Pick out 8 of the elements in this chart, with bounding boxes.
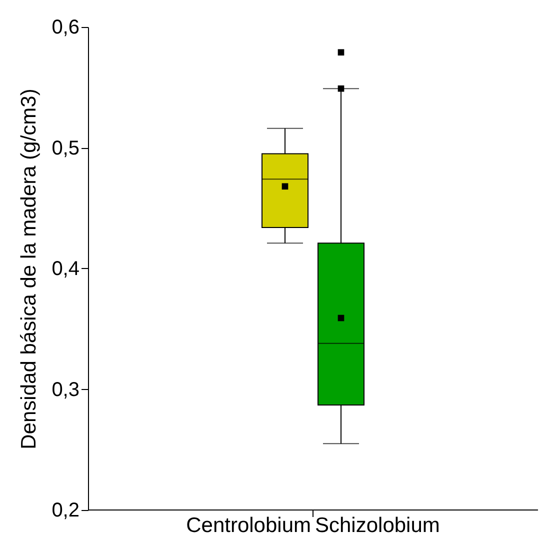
x-tick-label: Centrolobium (186, 514, 311, 537)
y-tick-label: 0,3 (52, 378, 80, 401)
x-tick-label: Schizolobium (315, 514, 440, 537)
y-axis-title: Densidad básica de la madera (g/cm3) (18, 88, 41, 450)
y-tick-label: 0,5 (52, 137, 80, 160)
y-tick-label: 0,6 (52, 16, 80, 38)
y-tick-label: 0,2 (52, 500, 80, 522)
y-tick-label: 0,4 (52, 258, 80, 280)
